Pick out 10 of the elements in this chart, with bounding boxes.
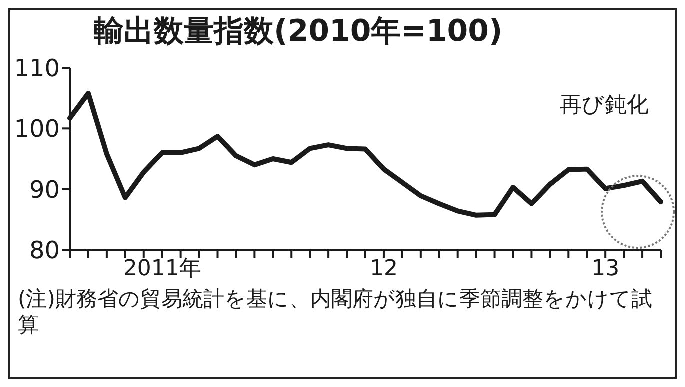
y-tick-label: 80	[29, 236, 60, 265]
y-tick-label: 90	[29, 176, 60, 204]
x-tick-label: 2011年	[123, 256, 202, 282]
text: (注)財務省の貿易統計を基に、内閣府が独自に季節調整をかけて試算	[17, 286, 654, 338]
chart-title: 輸出数量指数(2010年=100)	[93, 13, 504, 51]
y-tick-label: 100	[14, 115, 60, 144]
x-tick-label: 12	[370, 256, 398, 282]
x-tick-label: 13	[592, 256, 620, 282]
annotation: 再び鈍化	[560, 92, 649, 120]
y-tick-label: 110	[14, 54, 60, 83]
